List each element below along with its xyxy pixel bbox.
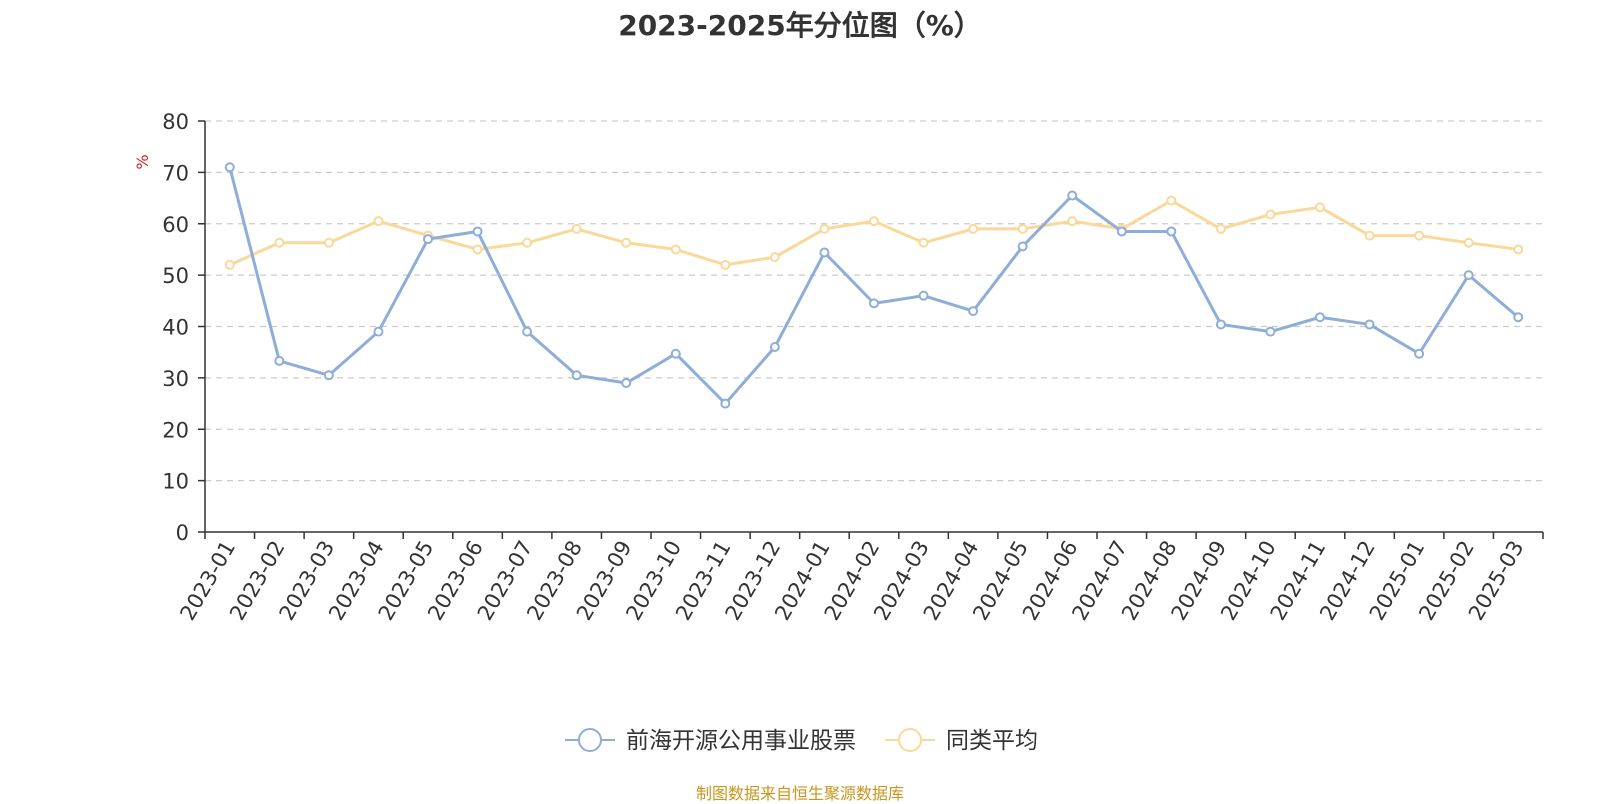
data-point: [274, 237, 285, 248]
data-point: [1265, 326, 1276, 337]
data-point: [621, 237, 632, 248]
legend[interactable]: 前海开源公用事业股票 同类平均: [565, 728, 1038, 754]
series-line: [228, 199, 1520, 267]
data-point: [869, 298, 879, 309]
chart-title: 2023-2025年分位图（%）: [618, 9, 982, 42]
data-point: [571, 370, 582, 381]
data-point: [373, 326, 384, 337]
data-point: [1215, 319, 1226, 330]
data-point: [571, 223, 582, 234]
data-point: [1067, 216, 1078, 227]
data-point: [1414, 348, 1425, 359]
data-point: [968, 223, 979, 234]
data-point: [621, 378, 632, 389]
legend-circle-marker: [578, 728, 602, 752]
y-tick-label: 10: [162, 470, 189, 494]
data-point: [819, 223, 830, 234]
data-point: [472, 244, 483, 255]
data-point: [720, 398, 731, 409]
data-point: [720, 259, 731, 270]
data-point: [1364, 319, 1375, 330]
data-point: [323, 237, 334, 248]
legend-label: 前海开源公用事业股票: [626, 728, 856, 754]
y-tick-label: 20: [162, 418, 189, 442]
data-point: [373, 216, 384, 227]
data-point: [819, 247, 830, 258]
data-point: [1414, 230, 1425, 241]
legend-label: 同类平均: [946, 728, 1038, 754]
data-point: [1513, 244, 1524, 255]
data-point: [423, 234, 433, 245]
y-tick-label: 80: [162, 110, 189, 134]
series-peer-average: [224, 195, 1524, 270]
y-tick-label: 50: [162, 264, 189, 288]
y-tick-label: 0: [176, 521, 189, 545]
data-point: [968, 306, 979, 317]
data-point: [522, 326, 533, 337]
y-tick-label: 60: [162, 213, 189, 237]
data-point: [224, 259, 235, 270]
source-note: 制图数据来自恒生聚源数据库: [695, 784, 904, 803]
y-tick-label: 70: [162, 161, 189, 185]
data-point: [1513, 312, 1524, 323]
data-point: [1166, 226, 1177, 237]
data-point: [472, 226, 483, 237]
legend-circle-marker: [898, 728, 922, 752]
data-point: [1364, 230, 1375, 241]
y-axis-unit-label: %: [133, 154, 152, 169]
series-fund: [224, 162, 1524, 409]
data-point: [224, 162, 235, 173]
data-point: [1315, 312, 1325, 323]
series-line: [228, 165, 1520, 406]
data-point: [1166, 195, 1177, 206]
grid-lines: [205, 120, 1543, 482]
data-point: [1315, 202, 1325, 213]
data-point: [918, 237, 929, 248]
y-tick-label: 30: [162, 367, 189, 391]
data-point: [1215, 223, 1226, 234]
data-point: [1017, 241, 1028, 252]
legend-item-peer-average[interactable]: 同类平均: [885, 728, 1038, 754]
series-lines: [224, 162, 1524, 409]
legend-item-fund[interactable]: 前海开源公用事业股票: [565, 728, 856, 754]
data-point: [274, 355, 285, 366]
data-point: [769, 342, 780, 353]
data-point: [522, 237, 533, 248]
axes: 01020304050607080%2023-012023-022023-032…: [133, 110, 1544, 624]
data-point: [1067, 190, 1078, 201]
data-point: [1017, 223, 1028, 234]
data-point: [1463, 270, 1474, 281]
data-point: [670, 244, 681, 255]
data-point: [323, 370, 334, 381]
data-point: [869, 216, 879, 227]
y-tick-label: 40: [162, 316, 189, 340]
data-point: [670, 348, 681, 359]
data-point: [918, 290, 929, 301]
data-point: [1463, 237, 1474, 248]
data-point: [1265, 209, 1276, 220]
data-point: [769, 252, 780, 263]
data-point: [1116, 226, 1127, 237]
